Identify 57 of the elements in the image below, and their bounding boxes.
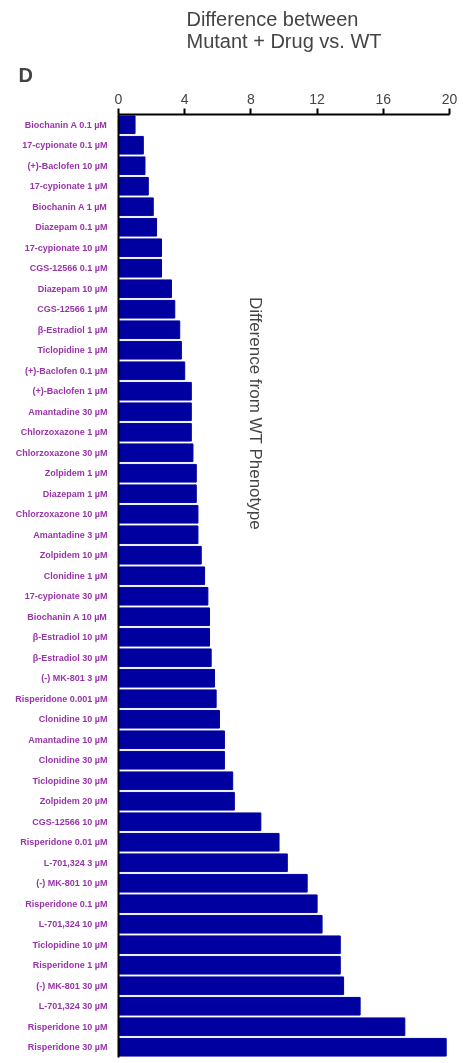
y-tick-label: Amantadine 3 µM — [33, 529, 108, 540]
y-tick-label: CGS-12566 0.1 µM — [29, 263, 108, 274]
y-tick-label: Ticlopidine 1 µM — [37, 345, 108, 356]
y-tick-label: Amantadine 10 µM — [28, 734, 108, 745]
y-tick-label: Diazepam 10 µM — [37, 283, 108, 294]
y-tick-label: Zolpidem 10 µM — [39, 550, 108, 561]
y-tick-label: CGS-12566 1 µM — [37, 304, 108, 315]
y-tick-label: Biochanin A 10 µM — [27, 611, 107, 622]
y-tick-label: 17-cypionate 0.1 µM — [22, 140, 108, 151]
y-tick-label: (+)-Baclofen 1 µM — [32, 386, 108, 397]
y-tick-label: (-) MK-801 3 µM — [41, 673, 108, 684]
y-tick-label: Risperidone 0.001 µM — [15, 693, 108, 704]
y-tick-label: Clonidine 30 µM — [38, 755, 108, 766]
y-tick-label: Clonidine 10 µM — [38, 714, 108, 725]
y-tick-label: 17-cypionate 1 µM — [29, 181, 108, 192]
y-tick-label: Risperidone 1 µM — [32, 960, 108, 971]
y-tick-label: L-701,324 30 µM — [38, 1001, 108, 1012]
y-tick-label: Zolpidem 20 µM — [39, 796, 108, 807]
y-tick-label: Diazepam 0.1 µM — [35, 222, 108, 233]
bar — [118, 115, 136, 135]
y-tick-label: β-Estradiol 30 µM — [32, 652, 108, 663]
y-tick-label: Ticlopidine 10 µM — [32, 939, 108, 950]
x-tick-label: 4 — [180, 90, 189, 107]
y-tick-label: Risperidone 0.01 µM — [20, 837, 108, 848]
bar — [118, 1037, 447, 1057]
y-tick-label: (+)-Baclofen 10 µM — [27, 160, 108, 171]
x-tick-label: 16 — [375, 90, 392, 107]
y-tick-label: (+)-Baclofen 0.1 µM — [25, 365, 108, 376]
y-tick-label: Zolpidem 1 µM — [44, 468, 108, 479]
x-tick-label: 12 — [309, 90, 326, 107]
y-tick-label: 17-cypionate 30 µM — [24, 591, 108, 602]
y-tick-label: Chlorzoxazone 30 µM — [15, 447, 108, 458]
y-tick-label: Diazepam 1 µM — [42, 488, 108, 499]
x-tick-label: 20 — [441, 90, 458, 107]
chart-title: Difference between Mutant + Drug vs. WT — [186, 7, 382, 52]
y-tick-label: β-Estradiol 1 µM — [37, 324, 108, 335]
y-tick-label: (-) MK-801 30 µM — [36, 980, 108, 991]
y-tick-label: L-701,324 3 µM — [43, 857, 108, 868]
y-tick-label: Biochanin A 0.1 µM — [24, 119, 107, 130]
text: D — [18, 63, 33, 86]
y-tick-label: Risperidone 30 µM — [27, 1042, 108, 1053]
y-tick-label: Chlorzoxazone 1 µM — [20, 427, 108, 438]
y-tick-label: (-) MK-801 10 µM — [36, 878, 108, 889]
y-tick-label: Biochanin A 1 µM — [32, 201, 107, 212]
y-tick-label: Risperidone 0.1 µM — [25, 898, 108, 909]
y-tick-label: Amantadine 30 µM — [28, 406, 108, 417]
x-tick-label: 0 — [114, 90, 123, 107]
x-tick-label: 8 — [247, 90, 256, 107]
y-tick-label: Ticlopidine 30 µM — [32, 775, 108, 786]
y-tick-label: L-701,324 10 µM — [38, 919, 108, 930]
y-tick-label: β-Estradiol 10 µM — [32, 632, 108, 643]
annotation: Difference from WT Phenotype — [246, 296, 266, 530]
y-tick-label: Risperidone 10 µM — [27, 1021, 108, 1032]
y-tick-label: 17-cypionate 10 µM — [24, 242, 108, 253]
y-tick-label: Clonidine 1 µM — [43, 570, 108, 581]
y-tick-label: CGS-12566 10 µM — [32, 816, 108, 827]
y-tick-label: Chlorzoxazone 10 µM — [15, 509, 108, 520]
